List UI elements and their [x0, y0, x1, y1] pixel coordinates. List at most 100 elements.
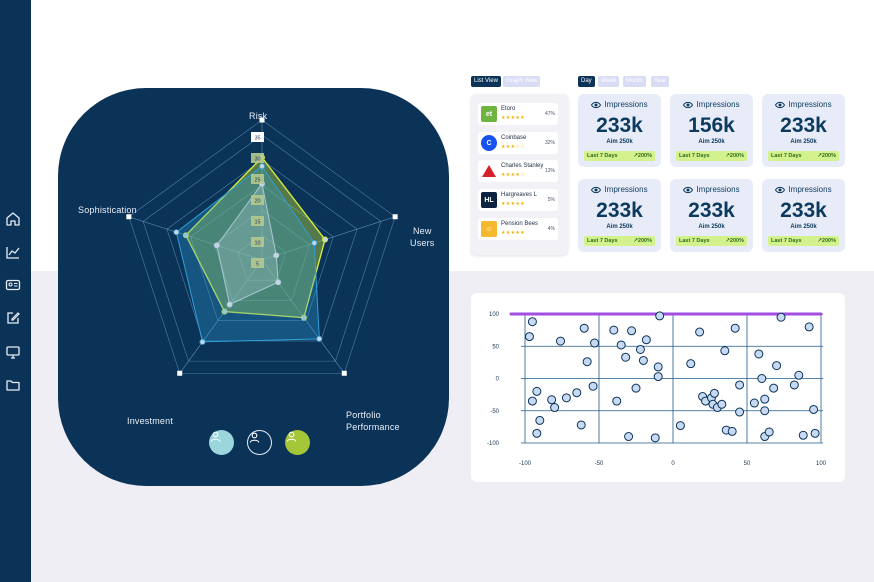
- card-period: Last 7 Days: [587, 153, 618, 159]
- impressions-card[interactable]: Impressions 233k Aim 250k Last 7 Days ↗200%: [578, 179, 661, 252]
- broker-item-charles-stanley[interactable]: Charles Stanley ★★★★☆ 13%: [478, 160, 558, 182]
- scale-label: 20: [254, 199, 260, 205]
- tab-month[interactable]: Month: [623, 76, 646, 87]
- broker-share: 5%: [547, 197, 555, 203]
- broker-item-etoro[interactable]: et Etoro ★★★★★ 47%: [478, 103, 558, 125]
- card-trend: Last 7 Days ↗200%: [768, 236, 839, 246]
- scatter-point: [760, 406, 770, 416]
- radar-ring: [142, 134, 382, 362]
- tab-day[interactable]: Day: [578, 76, 595, 87]
- radar-spoke: [128, 216, 263, 261]
- user-icon: [210, 431, 221, 442]
- scatter-point: [579, 323, 589, 333]
- list-view-toggle[interactable]: List View: [471, 76, 501, 87]
- scatter-point: [576, 420, 586, 430]
- impressions-card[interactable]: Impressions 233k Aim 250k Last 7 Days ↗200%: [762, 94, 845, 167]
- y-tick-label: 0: [496, 377, 500, 383]
- card-header: Impressions: [578, 185, 661, 194]
- radar-spoke: [261, 216, 396, 261]
- card-header: Impressions: [670, 100, 753, 109]
- scatter-point: [804, 322, 814, 332]
- card-title: Impressions: [604, 100, 648, 109]
- home-icon[interactable]: [5, 211, 21, 227]
- scatter-point: [590, 338, 600, 348]
- user-icon: [249, 432, 260, 443]
- tab-year[interactable]: Year: [651, 76, 670, 87]
- card-header: Impressions: [762, 100, 845, 109]
- y-tick-label: -50: [490, 409, 499, 415]
- scatter-point: [561, 393, 571, 403]
- scatter-point: [627, 326, 637, 336]
- eye-icon: [775, 186, 786, 193]
- broker-name: Hargreaves L: [501, 192, 538, 198]
- card-header: Impressions: [670, 185, 753, 194]
- scale-label: 10: [254, 241, 260, 247]
- user-filter-button-1[interactable]: [209, 430, 234, 455]
- scatter-point: [794, 370, 804, 380]
- card-value: 156k: [688, 114, 735, 137]
- trend-up-icon: ↗: [817, 238, 822, 244]
- card-period: Last 7 Days: [679, 238, 710, 244]
- coinbase-logo: C: [481, 135, 497, 151]
- scatter-point: [524, 332, 534, 342]
- radar-vertex-marker: [177, 370, 183, 376]
- broker-item-coinbase[interactable]: C Coinbase ★★★☆☆ 32%: [478, 132, 558, 154]
- card-title: Impressions: [788, 185, 832, 194]
- trend-chart-icon[interactable]: [5, 244, 21, 260]
- card-aim: Aim 250k: [698, 139, 725, 145]
- scatter-point: [675, 421, 685, 431]
- impressions-card[interactable]: Impressions 233k Aim 250k Last 7 Days ↗200%: [762, 179, 845, 252]
- trend-up-icon: ↗: [725, 153, 730, 159]
- radar-grid: [128, 119, 396, 374]
- graph-view-toggle[interactable]: Graph View: [503, 76, 541, 87]
- card-aim: Aim 250k: [606, 139, 633, 145]
- card-value: 233k: [780, 199, 827, 222]
- radar-point: [300, 314, 307, 321]
- scatter-point: [588, 381, 598, 391]
- card-value: 233k: [596, 199, 643, 222]
- card-change: ↗200%: [725, 151, 744, 161]
- card-change-value: 200%: [729, 238, 744, 244]
- tab-week[interactable]: Week: [598, 76, 620, 87]
- card-trend: Last 7 Days ↗200%: [676, 151, 747, 161]
- impressions-card[interactable]: Impressions 156k Aim 250k Last 7 Days ↗200%: [670, 94, 753, 167]
- id-card-icon[interactable]: [5, 277, 21, 293]
- radar-point: [213, 242, 220, 249]
- broker-name: Coinbase: [501, 135, 527, 141]
- broker-item-hargreaves[interactable]: HL Hargreaves L ★★★★★ 5%: [478, 189, 558, 211]
- axis-label-new-users-line2: Users: [410, 238, 435, 248]
- broker-item-pension-bees[interactable]: ☺ Pension Bees ★★★★★ 4%: [478, 218, 558, 240]
- radar-vertex-marker: [341, 370, 347, 376]
- radar-vertex-markers: [126, 117, 398, 376]
- card-title: Impressions: [696, 100, 740, 109]
- card-change-value: 200%: [637, 153, 652, 159]
- scatter-point: [624, 432, 634, 442]
- axis-label-risk: Risk: [249, 111, 268, 121]
- scale-label-bg: [251, 237, 264, 247]
- scale-label: 25: [254, 178, 260, 184]
- card-period: Last 7 Days: [771, 153, 802, 159]
- edit-icon[interactable]: [5, 310, 21, 326]
- card-aim: Aim 250k: [790, 224, 817, 230]
- impressions-card[interactable]: Impressions 233k Aim 250k Last 7 Days ↗200%: [578, 94, 661, 167]
- card-aim: Aim 250k: [606, 224, 633, 230]
- scatter-point: [789, 380, 799, 390]
- folder-icon[interactable]: [5, 377, 21, 393]
- radar-series-3: [216, 182, 279, 306]
- trend-up-icon: ↗: [633, 238, 638, 244]
- scale-label-bg: [251, 216, 264, 226]
- card-change-value: 200%: [729, 153, 744, 159]
- monitor-icon[interactable]: [5, 344, 21, 360]
- charles-stanley-logo: [482, 165, 496, 177]
- card-period: Last 7 Days: [587, 238, 618, 244]
- user-filter-button-3[interactable]: [285, 430, 310, 455]
- impressions-card[interactable]: Impressions 233k Aim 250k Last 7 Days ↗200%: [670, 179, 753, 252]
- eye-icon: [683, 186, 694, 193]
- scatter-chart: -100 -50 0 50 100 100 50 0 -50 -100: [487, 311, 827, 467]
- star-rating: ★★★★★: [501, 201, 525, 207]
- pension-bees-logo: ☺: [481, 221, 497, 237]
- radar-panel: 35 30 25 20 15 10 5 Risk New Users Portfolio P…: [58, 88, 449, 486]
- card-header: Impressions: [578, 100, 661, 109]
- user-filter-button-2[interactable]: [247, 430, 272, 455]
- scale-label-bg: [251, 258, 264, 268]
